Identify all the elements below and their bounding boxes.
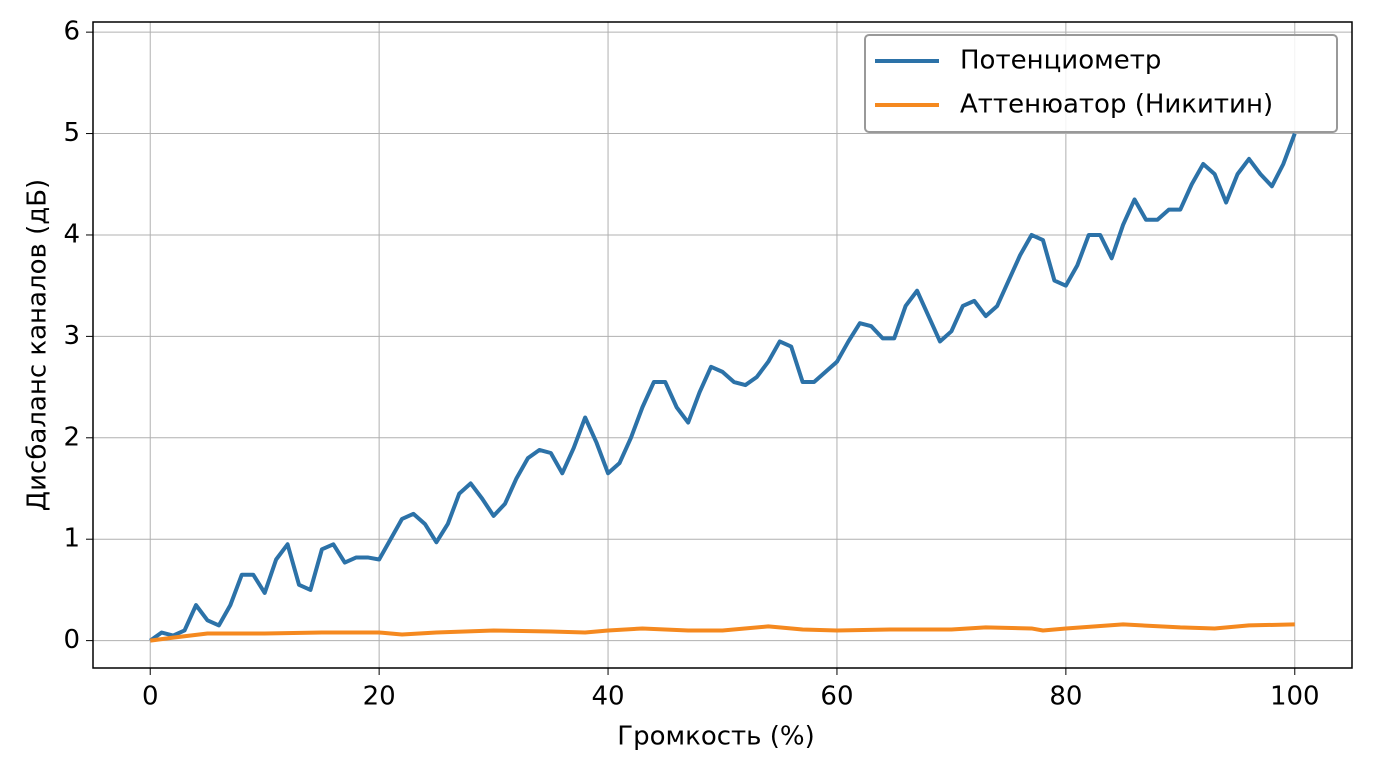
x-tick-label: 100: [1270, 682, 1320, 712]
y-tick-label: 3: [63, 321, 80, 351]
x-tick-label: 0: [142, 682, 159, 712]
legend-label: Потенциометр: [960, 46, 1161, 76]
x-axis-label: Громкость (%): [617, 722, 815, 752]
y-tick-label: 1: [63, 524, 80, 554]
legend-label: Аттенюатор (Никитин): [960, 90, 1273, 120]
series-line: [149, 622, 1295, 643]
y-tick-label: 2: [63, 422, 80, 452]
x-tick-label: 80: [1049, 682, 1082, 712]
x-tick-label: 40: [591, 682, 624, 712]
y-tick-label: 4: [63, 219, 80, 249]
plot-frame: [92, 21, 1353, 669]
y-axis-label: Дисбаланс каналов (дБ): [23, 179, 53, 511]
legend-box: [864, 34, 1338, 133]
series-line: [149, 132, 1297, 643]
y-tick-label: 6: [63, 17, 80, 47]
y-tick-label: 5: [63, 118, 80, 148]
x-tick-label: 60: [820, 682, 853, 712]
x-tick-label: 20: [363, 682, 396, 712]
y-tick-label: 0: [63, 625, 80, 655]
